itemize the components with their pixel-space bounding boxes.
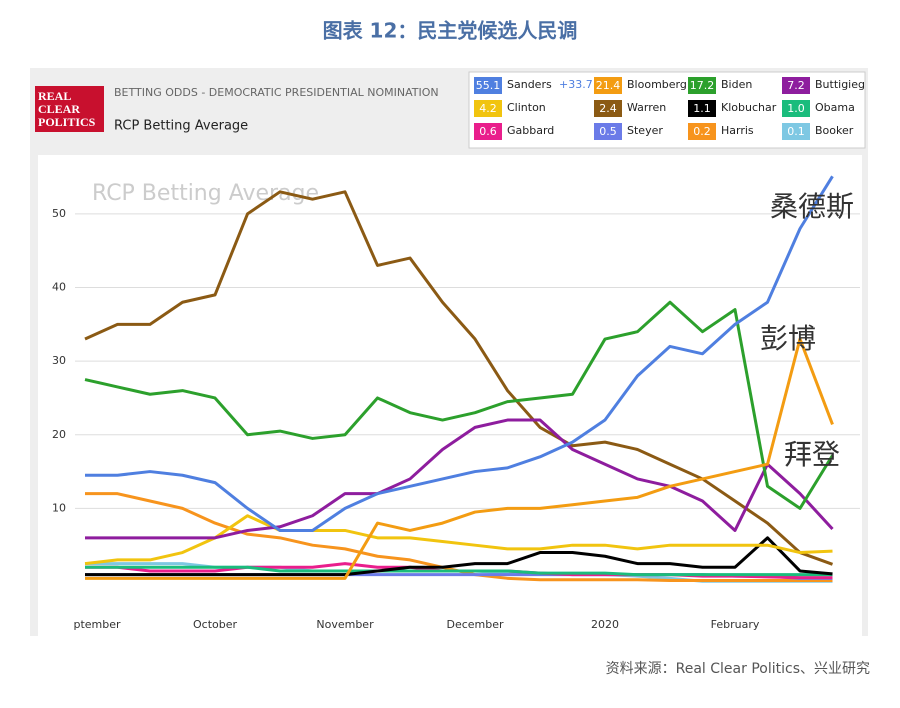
legend-value: 0.6 — [479, 125, 497, 138]
x-tick-label: November — [316, 618, 374, 631]
legend-label: Gabbard — [507, 124, 554, 137]
header: BETTING ODDS - DEMOCRATIC PRESIDENTIAL N… — [114, 86, 439, 99]
plot-area — [38, 155, 862, 636]
legend-label: Harris — [721, 124, 754, 137]
legend-value: 55.1 — [476, 79, 501, 92]
legend-swatch — [782, 77, 810, 94]
legend-label: Obama — [815, 101, 855, 114]
x-tick-label: December — [446, 618, 504, 631]
series-line — [84, 300, 834, 510]
legend-value: 0.1 — [787, 125, 805, 138]
source: 资料来源：Real Clear Politics、兴业研究 — [606, 661, 870, 677]
legend-label: Booker — [815, 124, 854, 137]
series-line — [85, 418, 834, 540]
logo — [35, 86, 104, 132]
y-tick-label: 50 — [52, 207, 66, 220]
legend-value: 7.2 — [787, 79, 805, 92]
legend-swatch — [594, 100, 622, 117]
logo-text: CLEAR — [38, 102, 80, 116]
series-line — [85, 337, 834, 580]
legend-swatch — [474, 77, 502, 94]
x-tick-label: ptember — [73, 618, 121, 631]
y-tick-label: 40 — [52, 281, 66, 294]
y-tick-label: 10 — [52, 501, 66, 514]
legend-label: Clinton — [507, 101, 546, 114]
legend-label: Buttigieg — [815, 78, 865, 91]
y-tick-label: 20 — [52, 428, 66, 441]
legend-value: 17.2 — [690, 79, 715, 92]
legend-value: 0.5 — [599, 125, 617, 138]
legend-value: 1.1 — [693, 102, 711, 115]
logo-text: POLITICS — [38, 115, 96, 129]
legend-value: 21.4 — [596, 79, 621, 92]
legend-swatch — [474, 123, 502, 140]
legend-value: 0.2 — [693, 125, 711, 138]
y-tick-label: 30 — [52, 354, 66, 367]
legend-label: Klobuchar — [721, 101, 777, 114]
annotation: 彭博 — [760, 322, 816, 355]
legend-swatch — [688, 123, 716, 140]
legend-value: 4.2 — [479, 102, 497, 115]
legend-label: Warren — [627, 101, 666, 114]
series-line — [84, 190, 834, 566]
legend-swatch — [594, 77, 622, 94]
annotation: 拜登 — [784, 438, 840, 471]
legend-value: 1.0 — [787, 102, 805, 115]
logo-text: REAL — [38, 89, 71, 103]
subheader: RCP Betting Average — [114, 119, 248, 134]
legend-swatch — [688, 100, 716, 117]
legend-swatch — [782, 100, 810, 117]
chart-title: 图表 12：民主党候选人民调 — [323, 19, 578, 43]
legend-label: Sanders — [507, 78, 552, 91]
x-tick-label: October — [193, 618, 237, 631]
series-line — [85, 175, 834, 532]
legend-label: Steyer — [627, 124, 663, 137]
legend-label: Biden — [721, 78, 752, 91]
legend-swatch — [594, 123, 622, 140]
annotation: 桑德斯 — [770, 190, 854, 223]
series-line — [85, 565, 833, 577]
series-line — [84, 514, 833, 566]
legend-change: +33.7 — [559, 78, 593, 91]
legend-swatch — [474, 100, 502, 117]
x-tick-label: 2020 — [591, 618, 619, 631]
legend-swatch — [782, 123, 810, 140]
x-tick-label: February — [711, 618, 760, 631]
legend-label: Bloomberg — [627, 78, 687, 91]
legend-swatch — [688, 77, 716, 94]
series-line — [85, 536, 833, 577]
legend-value: 2.4 — [599, 102, 617, 115]
